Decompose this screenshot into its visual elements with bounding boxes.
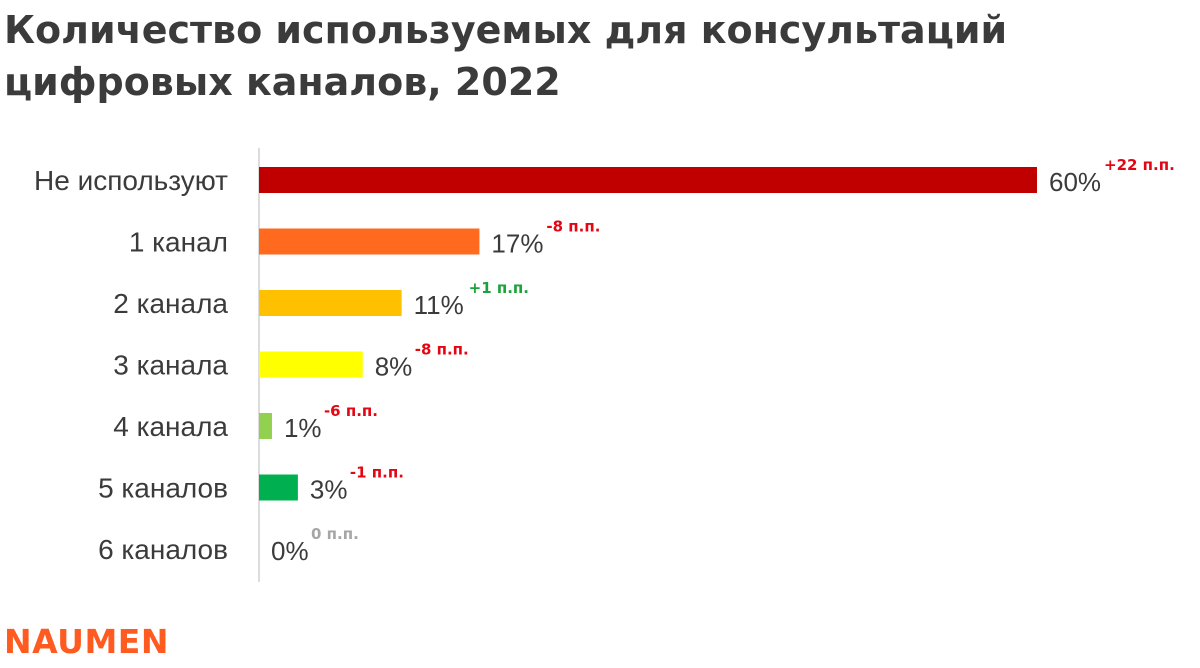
value-label: 60% bbox=[1049, 167, 1101, 197]
category-label: 5 каналов bbox=[98, 473, 228, 504]
category-label: 1 канал bbox=[129, 227, 228, 258]
chart-title: Количество используемых для консультаций… bbox=[4, 8, 1008, 104]
change-label: +1 п.п. bbox=[469, 279, 529, 297]
bars-group: Не используют 60%+22 п.п.1 канал 17%-8 п.п… bbox=[34, 156, 1175, 566]
change-label: +22 п.п. bbox=[1104, 156, 1175, 174]
change-label: -8 п.п. bbox=[546, 218, 600, 236]
bar bbox=[259, 290, 402, 316]
value-label: 0% bbox=[271, 536, 309, 566]
change-label: -1 п.п. bbox=[350, 464, 404, 482]
change-label: 0 п.п. bbox=[311, 525, 359, 543]
bar bbox=[259, 474, 298, 501]
change-label: -8 п.п. bbox=[415, 341, 469, 359]
category-label: 6 каналов bbox=[98, 534, 228, 565]
value-label: 17% bbox=[491, 229, 543, 259]
value-label: 11% bbox=[414, 290, 464, 320]
bar bbox=[259, 167, 1037, 193]
value-label: 8% bbox=[375, 352, 413, 382]
category-label: 2 канала bbox=[113, 288, 228, 319]
category-label: Не используют bbox=[34, 165, 228, 196]
naumen-logo: NAUMEN bbox=[4, 622, 169, 661]
category-label: 4 канала bbox=[113, 411, 228, 442]
bar bbox=[259, 351, 363, 378]
value-label: 3% bbox=[310, 475, 348, 505]
value-label: 1% bbox=[284, 413, 322, 443]
bar bbox=[259, 413, 272, 439]
category-label: 3 канала bbox=[113, 350, 228, 381]
bar bbox=[259, 228, 480, 255]
change-label: -6 п.п. bbox=[324, 402, 378, 420]
